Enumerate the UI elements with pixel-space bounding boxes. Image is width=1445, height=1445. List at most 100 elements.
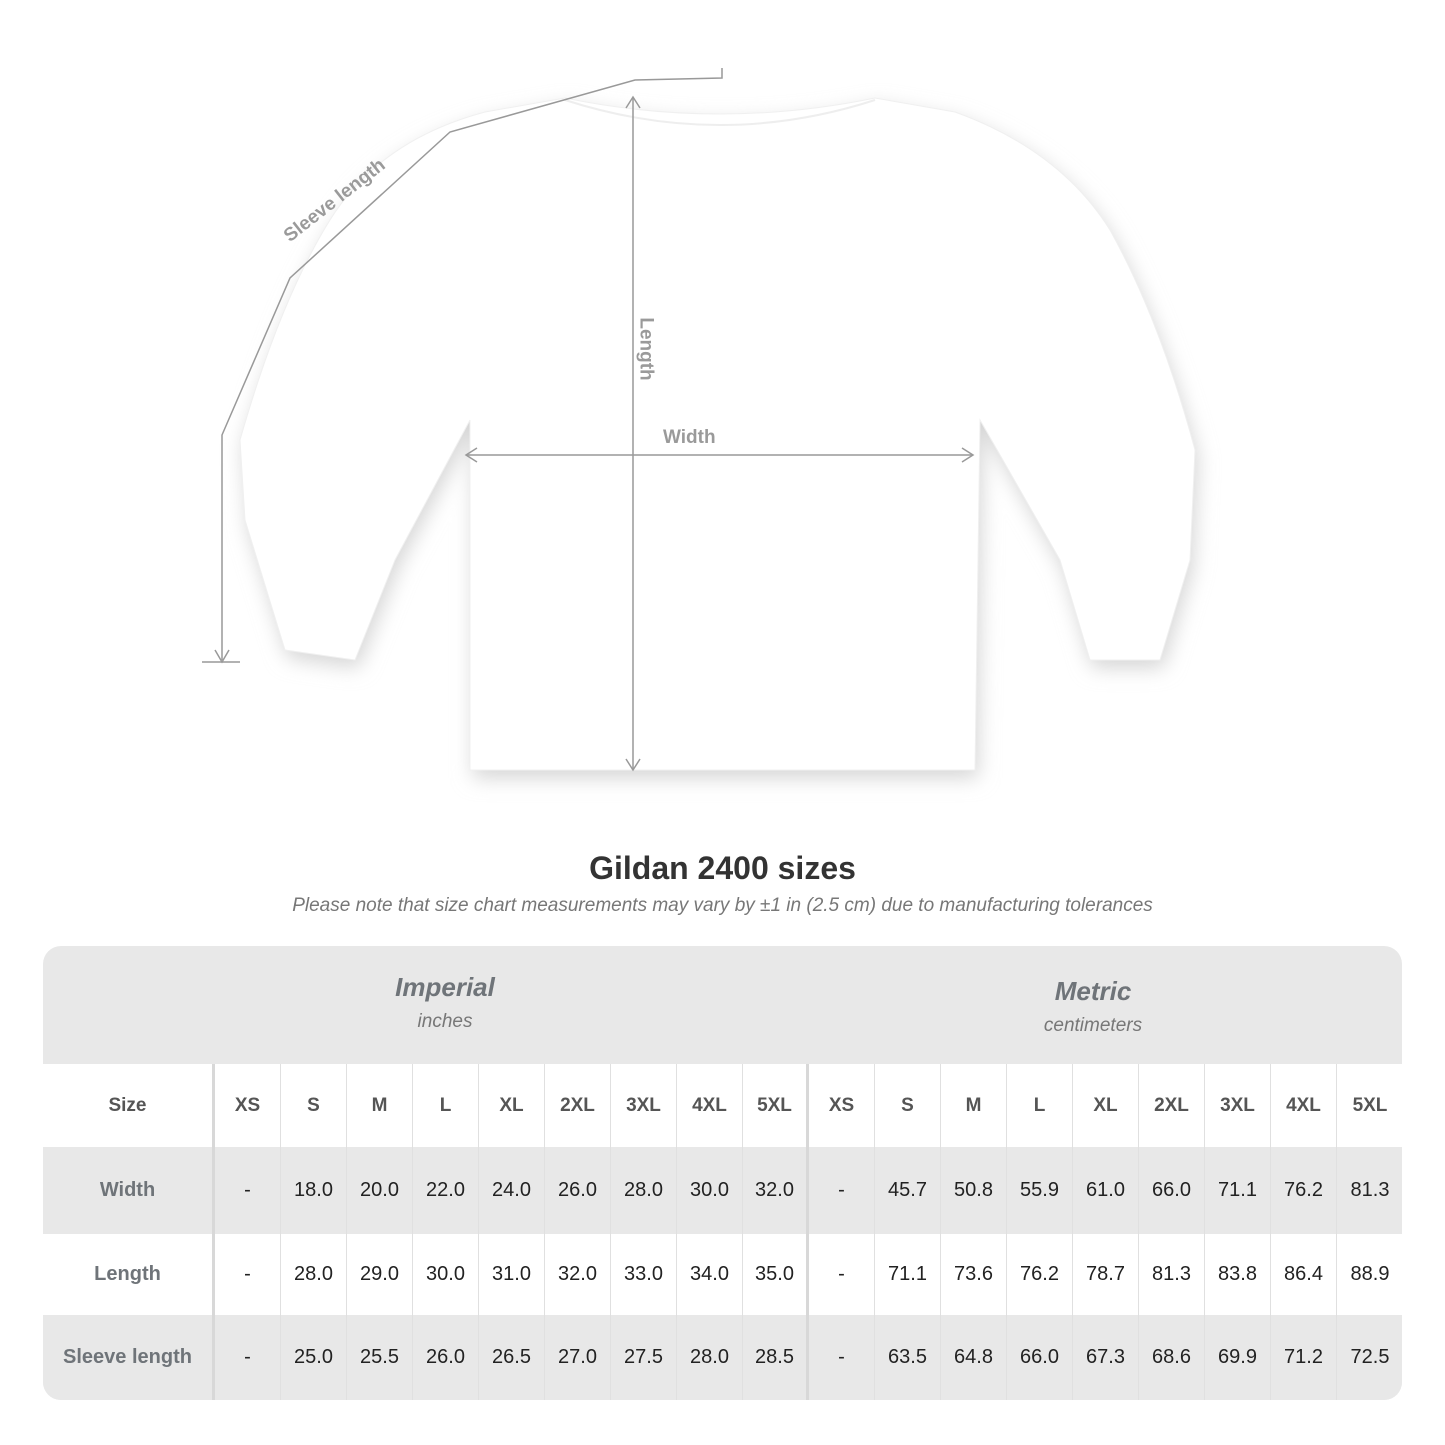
size-header-row: Size XS S M L XL 2XL 3XL 4XL 5XL XS S M L XL 2XL 3XL 4XL 5… [43, 1064, 1402, 1147]
metric-cell: 55.9 [1007, 1147, 1073, 1234]
imperial-cell: 28.0 [281, 1234, 347, 1315]
imperial-size-header: XL [479, 1064, 545, 1147]
metric-size-header: M [941, 1064, 1007, 1147]
metric-title: Metric [1054, 976, 1132, 1006]
imperial-title: Imperial [395, 972, 495, 1002]
imperial-cell: 28.0 [677, 1315, 743, 1400]
imperial-size-header: S [281, 1064, 347, 1147]
metric-cell: 45.7 [875, 1147, 941, 1234]
metric-cell: 88.9 [1350, 1263, 1390, 1285]
metric-cell: 76.2 [1007, 1234, 1073, 1315]
metric-cell: 78.7 [1073, 1234, 1139, 1315]
metric-cell: 69.9 [1205, 1315, 1271, 1400]
imperial-cell: - [215, 1234, 281, 1315]
metric-cell: 66.0 [1007, 1315, 1073, 1400]
metric-size-header: 3XL [1205, 1064, 1271, 1147]
width-arrow-right-icon [961, 447, 975, 463]
imperial-cell: 26.0 [545, 1147, 611, 1234]
imperial-size-header: L [413, 1064, 479, 1147]
imperial-cell: 28.5 [743, 1315, 809, 1400]
imperial-size-header: 2XL [545, 1064, 611, 1147]
length-arrow-top-icon [625, 95, 641, 109]
metric-cell: 64.8 [941, 1315, 1007, 1400]
page-title: Gildan 2400 sizes [589, 850, 856, 886]
imperial-size-header: 4XL [677, 1064, 743, 1147]
metric-size-header: XS [809, 1064, 875, 1147]
metric-cell: 71.2 [1271, 1315, 1337, 1400]
imperial-cell: 20.0 [347, 1147, 413, 1234]
metric-cell: 76.2 [1271, 1147, 1337, 1234]
imperial-cell: 35.0 [743, 1234, 809, 1315]
metric-subtitle: centimeters [1043, 1015, 1143, 1036]
metric-cell: 71.1 [1205, 1147, 1271, 1234]
row-header: Sleeve length [43, 1315, 215, 1400]
table-row: Sleeve length -25.0 25.5 26.0 26.5 27.0 27.5 28… [43, 1315, 1402, 1400]
metric-cell: 83.8 [1205, 1234, 1271, 1315]
imperial-cell: 27.0 [545, 1315, 611, 1400]
imperial-header: Imperial inches [215, 946, 675, 1064]
metric-size-header: 2XL [1139, 1064, 1205, 1147]
metric-cell: - [809, 1315, 875, 1400]
metric-size-header: L [1007, 1064, 1073, 1147]
imperial-cell: 34.0 [677, 1234, 743, 1315]
shirt-diagram [202, 68, 1198, 778]
metric-cell: 66.0 [1139, 1147, 1205, 1234]
sleeve-length-line [221, 68, 723, 660]
shirt-body [239, 97, 1196, 771]
imperial-cell: 33.0 [611, 1234, 677, 1315]
metric-cell: 72.5 [1350, 1346, 1390, 1368]
metric-cell: 73.6 [941, 1234, 1007, 1315]
imperial-cell: 24.0 [479, 1147, 545, 1234]
imperial-cell: 31.0 [479, 1234, 545, 1315]
imperial-cell: 29.0 [347, 1234, 413, 1315]
imperial-size-header: XS [215, 1064, 281, 1147]
metric-size-header: 5XL [1352, 1094, 1388, 1116]
metric-cell: - [809, 1147, 875, 1234]
tolerance-note: Please note that size chart measurements… [292, 895, 1153, 916]
sleeve-arrow-icon [214, 649, 230, 664]
imperial-cell: 25.5 [347, 1315, 413, 1400]
metric-cell: 81.3 [1350, 1179, 1390, 1201]
imperial-cell: 22.0 [413, 1147, 479, 1234]
metric-cell: 71.1 [875, 1234, 941, 1315]
imperial-cell: 30.0 [677, 1147, 743, 1234]
imperial-cell: 32.0 [545, 1234, 611, 1315]
metric-cell: 86.4 [1271, 1234, 1337, 1315]
table-row: Width -18.0 20.0 22.0 24.0 26.0 28.0 30.0 32.0-4… [43, 1147, 1402, 1234]
metric-cell: 61.0 [1073, 1147, 1139, 1234]
row-header: Size [43, 1064, 215, 1147]
imperial-cell: - [215, 1147, 281, 1234]
metric-cell: 68.6 [1139, 1315, 1205, 1400]
table-row: Length -28.0 29.0 30.0 31.0 32.0 33.0 34.0 35.0-… [43, 1234, 1402, 1315]
collar [564, 99, 876, 126]
length-arrow-bottom-icon [625, 758, 641, 772]
imperial-cell: 32.0 [743, 1147, 809, 1234]
imperial-cell: 28.0 [611, 1147, 677, 1234]
imperial-size-header: 5XL [743, 1064, 809, 1147]
metric-cell: 50.8 [941, 1147, 1007, 1234]
length-label: Length [635, 317, 657, 381]
imperial-size-header: 3XL [611, 1064, 677, 1147]
imperial-cell: 25.0 [281, 1315, 347, 1400]
metric-size-header: XL [1073, 1064, 1139, 1147]
imperial-subtitle: inches [417, 1011, 473, 1032]
width-arrow-left-icon [464, 447, 478, 463]
row-header: Width [43, 1147, 215, 1234]
metric-cell: 81.3 [1139, 1234, 1205, 1315]
width-label: Width [663, 427, 716, 448]
imperial-cell: - [215, 1315, 281, 1400]
size-table: Imperial inches Metric centimeters Size X… [43, 946, 1402, 1400]
imperial-size-header: M [347, 1064, 413, 1147]
imperial-cell: 30.0 [413, 1234, 479, 1315]
metric-cell: 63.5 [875, 1315, 941, 1400]
imperial-cell: 26.5 [479, 1315, 545, 1400]
imperial-cell: 26.0 [413, 1315, 479, 1400]
metric-size-header: S [875, 1064, 941, 1147]
metric-size-header: 4XL [1271, 1064, 1337, 1147]
metric-header: Metric centimeters [863, 946, 1323, 1064]
metric-cell: - [809, 1234, 875, 1315]
row-header: Length [43, 1234, 215, 1315]
imperial-cell: 18.0 [281, 1147, 347, 1234]
metric-cell: 67.3 [1073, 1315, 1139, 1400]
imperial-cell: 27.5 [611, 1315, 677, 1400]
